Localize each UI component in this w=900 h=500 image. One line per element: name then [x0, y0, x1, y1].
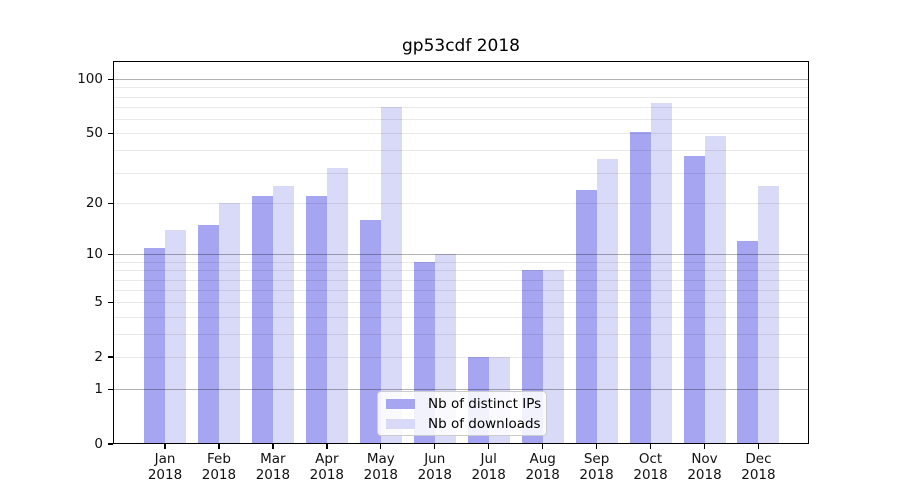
bar-distinct-ips-oct: [629, 131, 651, 444]
gridline-minor-40: [113, 150, 809, 152]
gridline-minor-20: [113, 203, 809, 205]
bar-downloads-dec: [758, 186, 780, 444]
gridline-minor-8: [113, 270, 809, 272]
bar-downloads-oct: [650, 102, 672, 444]
bar-distinct-ips-sep: [575, 189, 597, 444]
x-tick-mark-nov: [703, 444, 706, 449]
legend-swatch-distinct-ips: [386, 398, 415, 409]
y-tick-label-100: 100: [77, 71, 103, 88]
x-tick-label-oct: Oct 2018: [633, 451, 668, 483]
y-tick-mark-20: [108, 202, 113, 205]
x-tick-label-jul: Jul 2018: [471, 451, 506, 483]
x-tick-label-dec: Dec 2018: [741, 451, 776, 483]
bar-downloads-nov: [704, 136, 726, 444]
x-tick-label-may: May 2018: [363, 451, 398, 483]
x-tick-mark-apr: [326, 444, 328, 449]
bar-distinct-ips-mar: [251, 196, 273, 444]
gridline-major-10: [113, 254, 809, 256]
y-tick-label-10: 10: [85, 246, 103, 263]
gridline-minor-60: [113, 119, 809, 121]
x-tick-mark-jan: [164, 444, 166, 449]
x-tick-mark-dec: [757, 444, 760, 449]
x-tick-label-mar: Mar 2018: [255, 451, 291, 483]
plot-area: [113, 61, 809, 444]
gridline-minor-80: [113, 96, 809, 98]
y-tick-mark-100: [108, 78, 113, 80]
gridline-minor-50: [113, 133, 809, 135]
x-tick-label-apr: Apr 2018: [309, 451, 345, 483]
x-tick-label-jan: Jan 2018: [147, 451, 183, 483]
y-tick-label-0: 0: [94, 436, 103, 452]
y-tick-label-50: 50: [85, 125, 103, 142]
legend: Nb of distinct IPs Nb of downloads: [377, 391, 547, 436]
bar-downloads-aug: [542, 270, 564, 444]
y-tick-label-5: 5: [94, 294, 103, 311]
gridline-minor-9: [113, 262, 809, 263]
x-tick-mark-oct: [649, 444, 652, 449]
gridline-minor-2: [113, 357, 809, 359]
bar-downloads-may: [380, 107, 402, 444]
gridline-minor-7: [113, 279, 809, 281]
gridline-minor-30: [113, 172, 809, 174]
bar-distinct-ips-dec: [737, 241, 759, 444]
y-tick-label-2: 2: [94, 349, 103, 366]
x-tick-mark-mar: [272, 444, 274, 449]
x-tick-label-feb: Feb 2018: [201, 451, 237, 483]
gridline-major-1: [113, 389, 809, 391]
y-tick-mark-2: [108, 356, 113, 358]
gridline-major-100: [113, 79, 809, 81]
y-tick-mark-1: [108, 388, 113, 390]
x-tick-mark-jul: [488, 444, 490, 449]
x-tick-mark-may: [380, 444, 382, 449]
bar-downloads-sep: [596, 158, 618, 444]
y-tick-mark-50: [108, 132, 113, 134]
y-tick-mark-10: [108, 253, 113, 256]
chart-title: gp53cdf 2018: [401, 36, 520, 56]
legend-entry-downloads: Nb of downloads: [386, 415, 541, 432]
y-tick-mark-5: [108, 301, 113, 304]
gridline-minor-6: [113, 290, 809, 292]
legend-swatch-downloads: [386, 418, 415, 429]
x-tick-label-nov: Nov 2018: [687, 451, 722, 483]
legend-entry-distinct-ips: Nb of distinct IPs: [386, 395, 542, 412]
bar-distinct-ips-jan: [144, 247, 165, 444]
legend-label-downloads: Nb of downloads: [428, 415, 541, 432]
x-tick-mark-jun: [434, 444, 436, 449]
bar-distinct-ips-apr: [305, 196, 327, 444]
bar-downloads-mar: [272, 186, 294, 444]
gridline-minor-3: [113, 334, 809, 336]
x-tick-mark-aug: [541, 444, 544, 449]
gridline-minor-90: [113, 87, 809, 89]
gridline-minor-4: [113, 316, 809, 318]
y-tick-label-1: 1: [94, 381, 103, 398]
y-tick-mark-0: [108, 443, 113, 445]
bar-downloads-jan: [165, 229, 186, 444]
x-tick-mark-sep: [595, 444, 598, 449]
gridline-minor-5: [113, 302, 809, 304]
bar-downloads-apr: [326, 167, 348, 444]
y-tick-label-20: 20: [85, 195, 103, 212]
bar-distinct-ips-may: [359, 220, 381, 444]
bar-distinct-ips-feb: [197, 224, 219, 444]
bar-distinct-ips-nov: [683, 156, 705, 444]
legend-label-distinct-ips: Nb of distinct IPs: [428, 395, 542, 412]
x-tick-mark-feb: [218, 444, 220, 449]
x-tick-label-sep: Sep 2018: [579, 451, 614, 483]
bar-downloads-feb: [218, 203, 240, 444]
x-tick-label-aug: Aug 2018: [525, 451, 560, 483]
gridline-minor-70: [113, 107, 809, 109]
x-tick-label-jun: Jun 2018: [417, 451, 452, 483]
